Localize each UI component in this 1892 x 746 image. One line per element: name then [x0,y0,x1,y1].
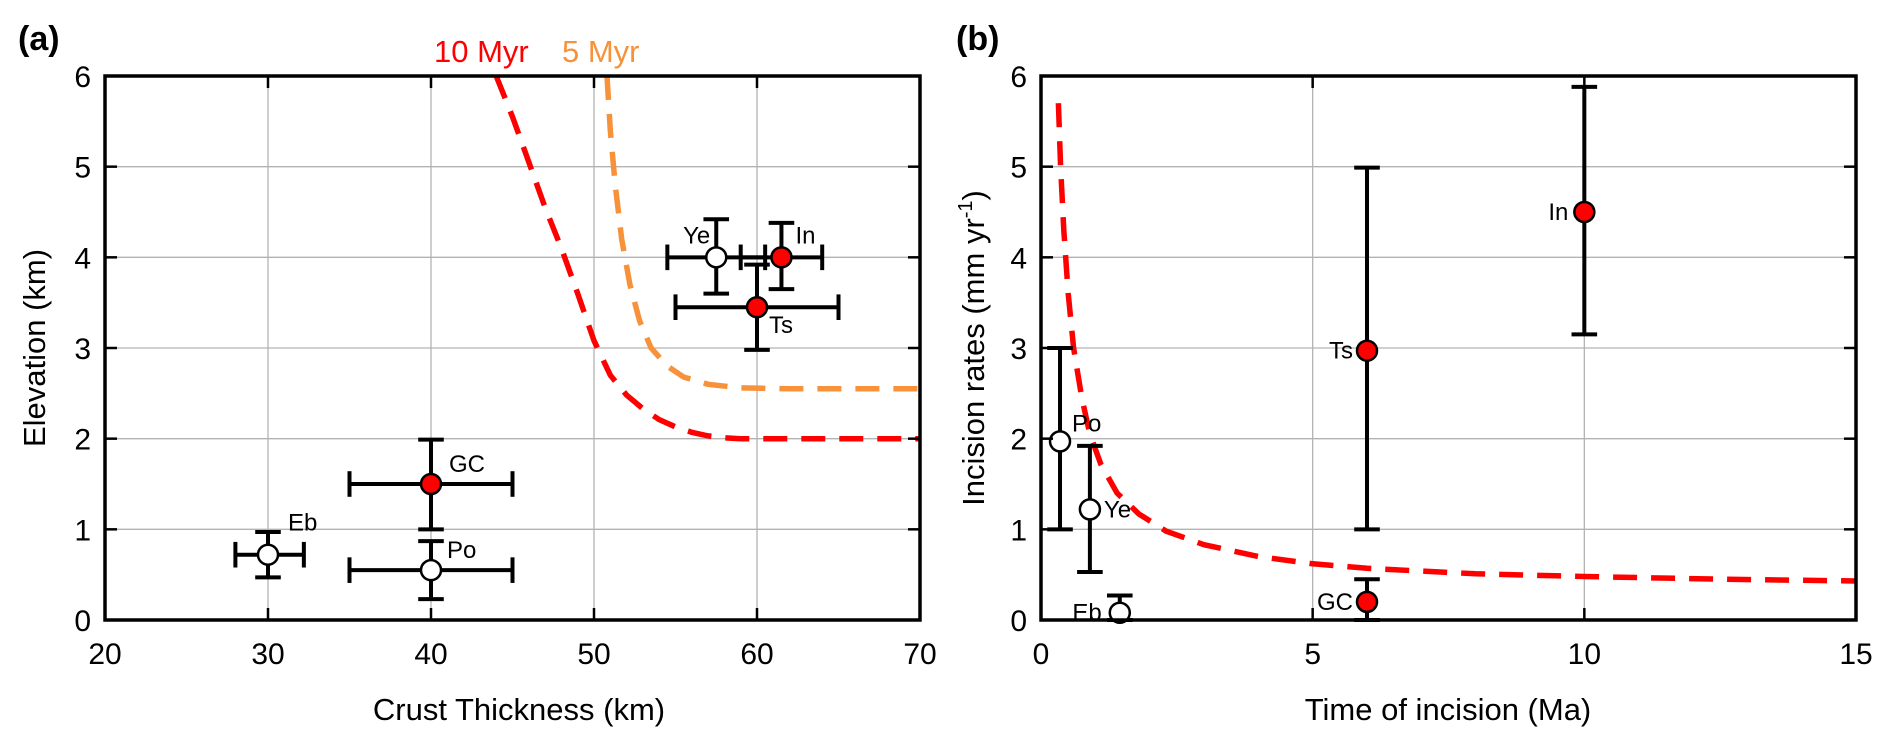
curve-label-10myr: 10 Myr [434,34,529,69]
panel-b: (b) Po Ye Eb GC Ts In 0 5 10 15 0 1 2 3 4 5 6 Time of i… [955,20,1873,727]
point-label: Ts [769,312,793,339]
point-label: GC [449,451,485,478]
marker [419,558,443,582]
data-point-in: In [738,220,825,292]
data-point-gc: GC [347,437,515,532]
y-tick-label: 1 [74,514,91,547]
marker [770,246,793,269]
point-label: In [1548,199,1568,226]
x-tick-label: 60 [740,638,773,671]
point-label: Eb [1072,600,1101,627]
marker [256,543,280,566]
marker [1078,498,1102,521]
point-label: GC [1317,589,1353,616]
x-tick-label: 20 [88,638,121,671]
point-label: Po [447,537,476,564]
marker [419,472,443,496]
model-curve-series [604,75,920,392]
y-tick-label: 5 [74,152,91,185]
data-point-ts: Ts [1329,165,1380,532]
panel-a-data-points: Eb Po GC Ye In Ts [233,217,841,602]
data-point-po: Po [347,537,515,602]
panel-a-x-axis-label: Crust Thickness (km) [373,692,665,727]
marker [705,246,728,269]
y-tick-label: 2 [74,424,91,457]
data-point-eb: Eb [1072,593,1133,627]
curve-label-5myr: 5 Myr [562,34,640,69]
panel-a-model-curves [493,74,920,442]
y-tick-label: 0 [74,605,91,638]
model-curve-series [1055,103,1857,584]
panel-b-x-axis-label: Time of incision (Ma) [1305,692,1592,727]
x-tick-label: 5 [1304,638,1321,671]
panel-b-axis-ticks: 0 5 10 15 0 1 2 3 4 5 6 [1010,61,1872,671]
x-tick-label: 30 [251,638,284,671]
y-tick-label: 2 [1010,424,1027,457]
data-point-ts: Ts [673,262,841,352]
y-tick-label: 5 [1010,152,1027,185]
panel-a-gridlines [105,76,920,620]
panel-b-gridlines [1041,76,1856,620]
y-tick-label: 4 [74,242,91,275]
data-point-eb: Eb [233,510,317,580]
y-tick-label: 6 [1010,61,1027,94]
point-label: Eb [288,510,317,537]
marker [1355,590,1379,614]
marker [745,295,769,319]
data-point-ye: Ye [1077,443,1131,574]
point-label: Ts [1329,338,1353,365]
panel-a-axis-ticks: 20 30 40 50 60 70 0 1 2 3 4 5 6 [74,61,936,671]
panel-a: (a) Eb Po GC Ye In Ts 20 30 40 50 60 70 0 1 2 3 4 5 6 10 … [17,20,937,727]
panel-b-data-points: Po Ye Eb GC Ts In [1047,84,1598,627]
x-tick-label: 0 [1033,638,1050,671]
x-tick-label: 70 [903,638,936,671]
x-tick-label: 15 [1839,638,1872,671]
panel-b-y-axis-label: Incision rates (mm yr-1) [955,190,991,506]
marker [1048,430,1072,453]
y-tick-label: 0 [1010,605,1027,638]
point-label: In [795,222,815,249]
panel-b-label: (b) [956,20,999,58]
marker [1573,200,1596,224]
panel-a-y-axis-label: Elevation (km) [17,249,52,447]
panel-b-y-axis-label-sup: -1 [955,200,977,218]
data-point-gc: GC [1317,577,1380,622]
panel-b-model-curves [1055,103,1857,584]
panel-b-y-axis-label-main: Incision rates (mm yr [956,218,991,506]
marker [1108,601,1132,624]
y-tick-label: 3 [1010,333,1027,366]
panel-a-label: (a) [18,20,60,58]
x-tick-label: 10 [1568,638,1601,671]
y-tick-label: 3 [74,333,91,366]
x-tick-label: 50 [577,638,610,671]
y-tick-label: 4 [1010,242,1027,275]
point-label: Ye [1104,496,1131,523]
point-label: Po [1072,410,1101,437]
point-label: Ye [683,222,710,249]
y-tick-label: 1 [1010,514,1027,547]
marker [1355,339,1379,362]
panel-b-y-axis-label-end: ) [956,190,991,200]
y-tick-label: 6 [74,61,91,94]
data-point-in: In [1548,84,1598,337]
x-tick-label: 40 [414,638,447,671]
